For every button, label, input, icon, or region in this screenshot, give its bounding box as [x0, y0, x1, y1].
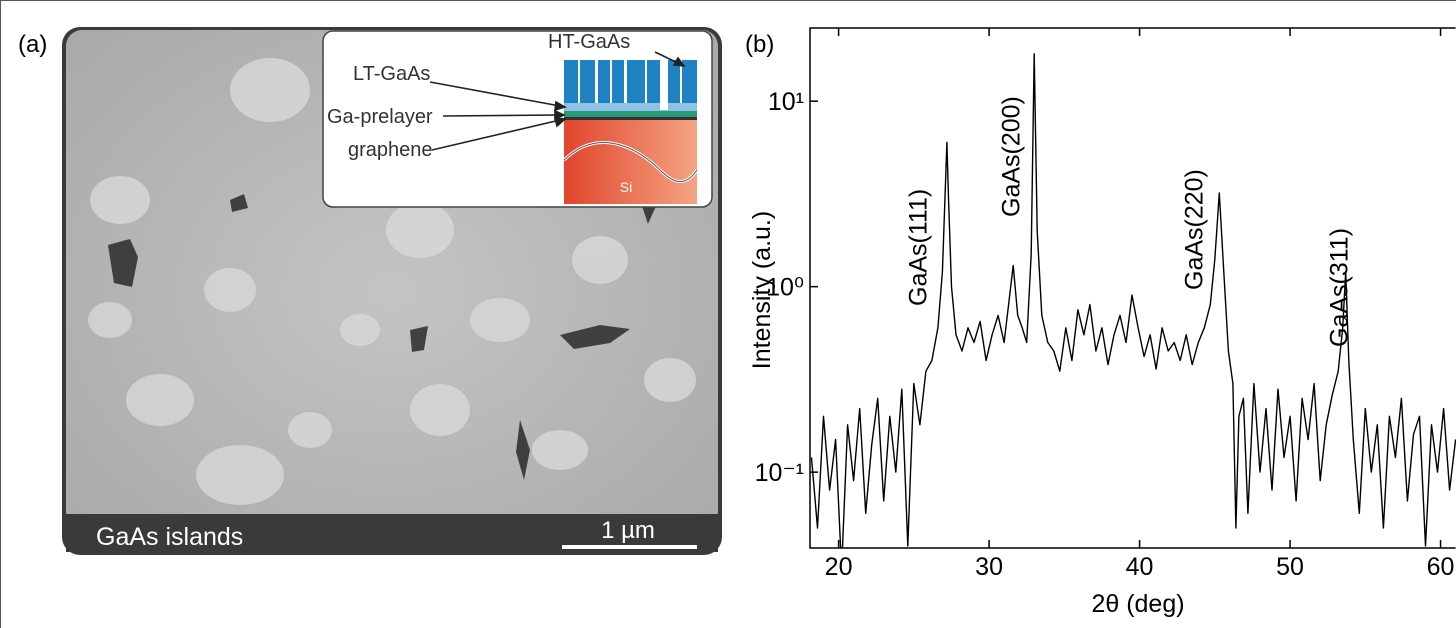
axis-frame — [809, 27, 1456, 549]
panel-label: (a) — [18, 31, 47, 58]
y-axis-label: Intensity (a.u.) — [748, 211, 776, 369]
peak-annotation: GaAs(220) — [1181, 169, 1209, 290]
x-tick-label: 30 — [975, 553, 1003, 581]
layer-label: graphene — [348, 139, 433, 161]
caption: GaAs islands — [96, 523, 243, 551]
substrate-label: Si — [620, 179, 632, 195]
x-tick-label: 60 — [1427, 553, 1455, 581]
y-tick-label: 10⁰ — [766, 274, 804, 302]
x-axis-label: 2θ (deg) — [1091, 590, 1184, 618]
layer-label: HT-GaAs — [548, 31, 630, 53]
layer-label: Ga-prelayer — [327, 106, 433, 128]
y-tick-label: 10⁻¹ — [755, 459, 804, 487]
plot-area — [810, 53, 1456, 548]
y-tick-label: 10¹ — [768, 88, 804, 116]
peak-annotation: GaAs(200) — [998, 96, 1026, 217]
scale-bar — [562, 545, 697, 549]
data-line — [810, 53, 1456, 548]
x-tick-label: 20 — [825, 553, 853, 581]
panel-label: (b) — [745, 31, 774, 58]
layer-label: LT-GaAs — [353, 63, 430, 85]
inset: Si HT-GaAs LT-GaAs Ga-prelayer graphene — [322, 30, 713, 208]
x-tick-label: 50 — [1276, 553, 1304, 581]
scale-bar-label: 1 µm — [601, 517, 655, 544]
panel-a: (a) GaAs islands 1 µ — [18, 27, 722, 555]
x-tick-label: 40 — [1126, 553, 1154, 581]
peak-annotation: GaAs(311) — [1326, 228, 1354, 347]
peak-annotation: GaAs(111) — [905, 189, 933, 306]
